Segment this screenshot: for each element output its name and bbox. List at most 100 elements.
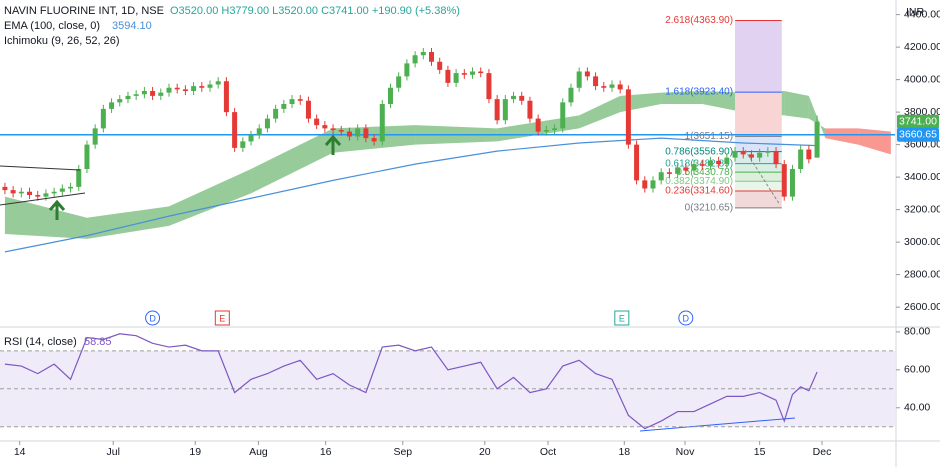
y-tick-label: 4400.00	[904, 8, 940, 20]
candle-body	[109, 102, 115, 109]
fib-label: 0.5(3430.78)	[676, 167, 733, 178]
candle-body	[437, 61, 443, 70]
cloud-segment	[579, 95, 621, 129]
candle-body	[494, 99, 500, 121]
candle-body	[420, 52, 426, 56]
rsi-y-tick-label: 40.00	[904, 402, 930, 414]
fib-label: 1(3651.15)	[685, 131, 733, 142]
candle-body	[478, 71, 484, 74]
candle-body	[740, 151, 746, 155]
candle-body	[773, 151, 779, 165]
arrow	[324, 134, 342, 155]
chart-title: NAVIN FLUORINE INT, 1D, NSE	[4, 5, 164, 17]
event-marker	[678, 310, 694, 326]
cloud-segment	[702, 91, 744, 113]
candle-body	[387, 87, 393, 104]
candle-body	[683, 167, 689, 171]
candle-body	[502, 99, 508, 121]
candle-body	[2, 186, 8, 191]
fib-label: 0.618(3482.89)	[665, 158, 733, 169]
x-tick-label: Nov	[676, 446, 695, 458]
candle-body	[199, 86, 205, 88]
event-label: E	[219, 313, 225, 323]
candle-body	[322, 125, 328, 129]
candle-body	[429, 52, 435, 62]
candle-body	[150, 91, 156, 96]
fib-label: 0.786(3556.90)	[665, 146, 733, 157]
ema-line	[4, 137, 818, 253]
candle-body	[174, 87, 180, 90]
candle-body	[806, 149, 812, 160]
candle-body	[625, 89, 631, 145]
fib-label: 1.618(3923.40)	[665, 87, 733, 98]
candle-body	[281, 104, 287, 109]
cloud-segment	[251, 128, 334, 194]
rsi-y-tick-label: 60.00	[904, 364, 930, 376]
fib-label: 0.236(3314.60)	[665, 186, 733, 197]
candle-body	[273, 108, 279, 119]
candle-body	[461, 73, 467, 75]
x-tick-label: 14	[14, 446, 26, 458]
x-tick-label: 15	[754, 446, 766, 458]
candle-body	[691, 164, 697, 171]
candle-body	[486, 73, 492, 100]
ema-value: 3594.10	[112, 20, 152, 32]
candle-body	[781, 164, 787, 197]
main-layer: 0(3210.65)0.236(3314.60)0.382(3374.90)0.…	[2, 15, 820, 214]
candle-body	[593, 76, 599, 87]
candle-body	[141, 91, 147, 95]
event-marker	[145, 310, 161, 326]
candle-body	[543, 130, 549, 132]
fib-label: 0.382(3374.90)	[665, 176, 733, 187]
candle-body	[191, 86, 197, 91]
candle-body	[363, 128, 369, 139]
trend-line	[0, 165, 81, 171]
x-tick-label: 19	[189, 446, 201, 458]
rsi-label: RSI (14, close)	[4, 336, 77, 348]
fib-label: 0(3210.65)	[685, 203, 733, 214]
candle-body	[650, 180, 656, 189]
y-tick-label: 2800.00	[904, 268, 940, 280]
candle-body	[798, 149, 804, 169]
candle-body	[789, 169, 795, 197]
candle-body	[35, 195, 41, 197]
fib-trend	[744, 149, 781, 206]
fib-zone	[735, 151, 782, 164]
candle-body	[371, 138, 377, 142]
currency: INR	[906, 6, 925, 18]
ohlc: O3520.00 H3779.00 L3520.00 C3741.00 +190…	[170, 5, 460, 17]
candle-body	[223, 81, 229, 113]
candle-body	[576, 71, 582, 88]
x-tick-label: 16	[320, 446, 332, 458]
candle-body	[10, 190, 16, 194]
candle-body	[166, 87, 172, 93]
fib-zone	[735, 92, 782, 137]
candle-body	[117, 99, 123, 103]
candle-body	[27, 191, 33, 195]
cloud-segment	[661, 91, 703, 104]
event-label: D	[683, 313, 690, 323]
fib-zone	[735, 20, 782, 93]
candle-body	[453, 73, 459, 83]
cloud-segment	[784, 91, 809, 119]
candle-body	[338, 130, 344, 132]
x-tick-label: 18	[618, 446, 630, 458]
candle-body	[568, 87, 574, 103]
candle-body	[264, 118, 270, 129]
candle-body	[289, 99, 295, 104]
candle-body	[511, 95, 517, 100]
candle-body	[346, 131, 352, 137]
candle-body	[716, 160, 722, 165]
candle-body	[666, 172, 672, 174]
candle-body	[748, 154, 754, 158]
candle-body	[634, 144, 640, 181]
candle-body	[724, 157, 730, 165]
fib-zone	[735, 181, 782, 192]
candle-body	[757, 152, 763, 158]
candle-body	[617, 84, 623, 90]
candle-body	[207, 84, 213, 88]
candle-body	[232, 112, 238, 148]
trend-line	[0, 192, 86, 206]
hline-tag	[897, 127, 939, 142]
candle-body	[527, 100, 533, 119]
